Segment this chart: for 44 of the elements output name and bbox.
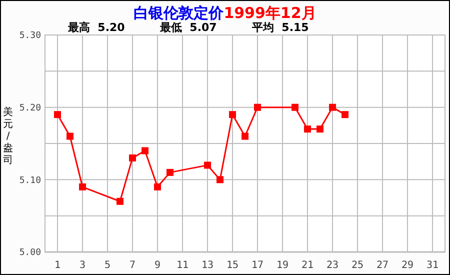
x-tick-label: 19 [276, 260, 289, 271]
point [204, 162, 211, 169]
x-tick-label: 17 [251, 260, 264, 271]
point [216, 176, 224, 184]
point [154, 183, 161, 190]
text: 最低 5.07 [159, 21, 217, 34]
x-tick-label: 5 [104, 260, 111, 271]
chart-subtitle: 1999年12月 [224, 4, 316, 22]
chart-title: 白银伦敦定价 [134, 4, 225, 22]
point [54, 111, 61, 118]
text: 最高 5.20 [67, 21, 126, 34]
x-tick-label: 9 [154, 260, 161, 271]
point [254, 104, 261, 111]
point [242, 132, 248, 140]
point [342, 111, 348, 118]
x-tick-label: 15 [226, 260, 239, 271]
x-tick-label: 7 [129, 260, 136, 271]
x-tick-label: 25 [351, 260, 364, 271]
x-tick-label: 23 [326, 260, 339, 271]
point [229, 111, 236, 118]
y-tick-label: 5.30 [19, 31, 41, 42]
x-tick-label: 31 [426, 260, 439, 271]
point [79, 183, 86, 190]
x-tick-label: 27 [376, 260, 389, 271]
point [116, 198, 124, 205]
point [316, 126, 324, 133]
x-tick-label: 3 [79, 260, 86, 271]
point [292, 104, 298, 111]
y-axis-title: 美元/盎司 [3, 106, 13, 166]
x-tick-label: 29 [401, 260, 414, 271]
x-tick-label: 13 [201, 260, 214, 271]
x-tick-label: 1 [54, 260, 61, 271]
y-tick-label: 5.20 [19, 103, 41, 114]
point [129, 154, 136, 162]
text: 平均 5.15 [251, 21, 309, 34]
x-tick-label: 21 [301, 260, 314, 271]
point [66, 132, 74, 140]
point [166, 168, 174, 176]
y-tick-label: 5.00 [19, 248, 41, 258]
y-tick-label: 5.10 [19, 176, 41, 186]
point [142, 147, 148, 154]
point [329, 104, 336, 111]
x-tick-label: 11 [176, 260, 189, 271]
point [304, 126, 311, 133]
